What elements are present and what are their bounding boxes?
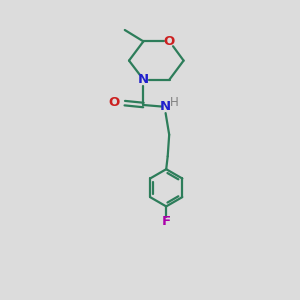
Text: O: O — [109, 96, 120, 109]
Text: O: O — [164, 35, 175, 48]
Text: N: N — [138, 73, 149, 86]
Text: N: N — [160, 100, 171, 113]
Text: F: F — [162, 215, 171, 229]
Text: H: H — [170, 96, 179, 110]
